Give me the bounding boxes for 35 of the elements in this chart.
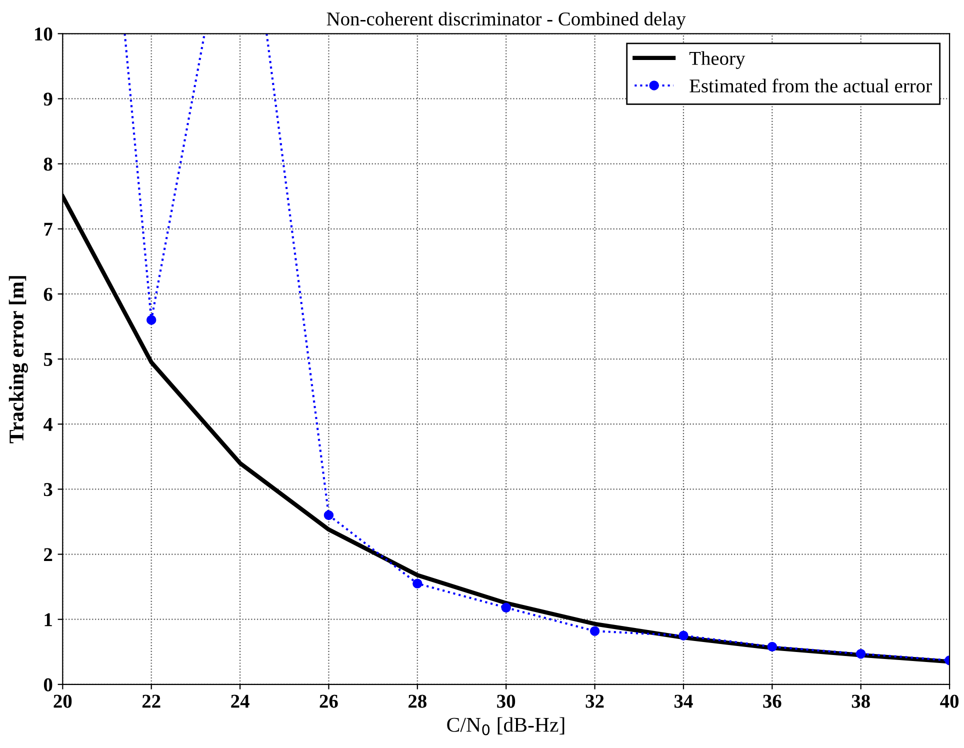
y-tick-label: 9 xyxy=(44,92,52,106)
y-tick-label: 0 xyxy=(44,678,52,692)
x-tick-label: 30 xyxy=(497,694,516,708)
point xyxy=(767,642,778,652)
x-tick-label: 40 xyxy=(940,694,959,708)
y-tick-label: 6 xyxy=(44,288,52,301)
x-tick-label: 38 xyxy=(852,694,870,708)
x-tick-label: 36 xyxy=(763,694,782,708)
x-tick-label: 20 xyxy=(54,694,72,708)
point xyxy=(412,578,422,588)
y-tick-label: 10 xyxy=(35,27,52,41)
y-tick-label: 5 xyxy=(44,353,52,366)
point xyxy=(856,648,866,659)
y-tick-label: 3 xyxy=(44,483,52,496)
y-tick-label: 8 xyxy=(44,158,52,171)
y-tick-label: 1 xyxy=(44,613,52,626)
y-tick-label: 7 xyxy=(44,222,52,236)
x-tick-label: 24 xyxy=(231,694,250,708)
x-tick-label: 26 xyxy=(320,694,338,708)
x-tick-label: 32 xyxy=(586,694,604,708)
point xyxy=(678,630,688,640)
y-tick-label: 4 xyxy=(43,418,53,431)
legend-label: Theory xyxy=(689,51,746,69)
x-tick-label: 34 xyxy=(674,694,693,708)
point xyxy=(501,602,511,612)
chart-title: Non-coherent discriminator - Combined delay xyxy=(326,12,686,30)
point xyxy=(324,510,334,520)
x-axis-title: C/N$_{0}$ [dB-Hz] xyxy=(447,717,564,736)
y-tick-label: 2 xyxy=(44,548,52,562)
y-axis-title: Tracking error [m] xyxy=(8,276,28,444)
x-tick-label: 22 xyxy=(142,694,160,708)
point xyxy=(590,626,600,636)
legend-label: Estimated from the actual error xyxy=(690,78,932,92)
x-tick-label: 28 xyxy=(408,694,426,708)
point xyxy=(146,315,156,325)
